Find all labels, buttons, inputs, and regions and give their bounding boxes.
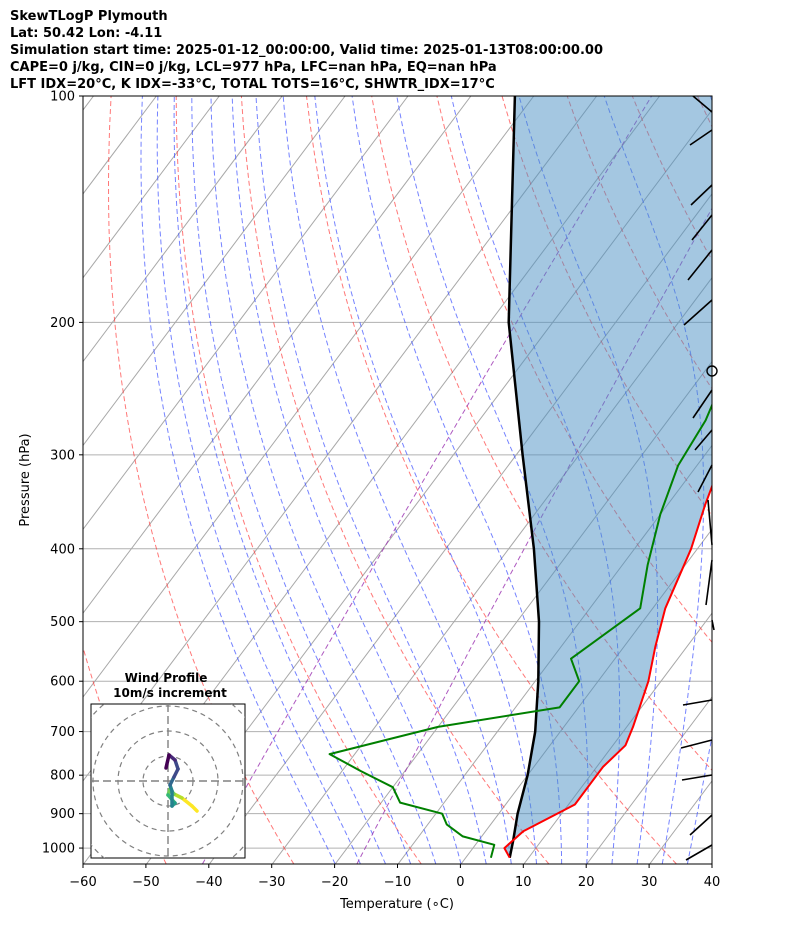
y-tick-label: 400 [50, 542, 75, 557]
x-tick-label: −30 [258, 875, 285, 890]
isotherm-line [713, 96, 794, 864]
isotherm-line [83, 96, 283, 363]
location-line: Lat: 50.42 Lon: -4.11 [10, 26, 163, 41]
wind-barb [680, 739, 713, 749]
axes: −60 −50 −40 −30 −20 −10 0 10 20 30 40 1000 900 800 700… [42, 90, 720, 891]
isotherm-line [83, 96, 346, 447]
dry-adiabat [240, 96, 550, 864]
moist-adiabat [282, 96, 512, 864]
moist-adiabat [314, 96, 537, 864]
hodograph-inset: Wind Profile 10m/s increment [90, 671, 246, 859]
mixing-ratio-line [356, 207, 712, 864]
moist-adiabat [738, 96, 794, 864]
moist-adiabat [173, 96, 386, 864]
y-tick-label: 200 [50, 316, 75, 331]
wind-barb [694, 429, 713, 451]
hodograph-subtitle: 10m/s increment [113, 686, 227, 700]
wind-barb [683, 299, 713, 326]
chart-header: SkewTLogP Plymouth Lat: 50.42 Lon: -4.11… [10, 8, 603, 93]
moist-adiabat [156, 96, 361, 864]
x-tick-label: 0 [456, 875, 464, 890]
time-line: Simulation start time: 2025-01-12_00:00:… [10, 43, 603, 58]
y-tick-label: 700 [50, 725, 75, 740]
x-axis-label: Temperature (∘C) [339, 897, 454, 912]
x-tick-label: 30 [641, 875, 658, 890]
dry-adiabat [107, 96, 295, 864]
wind-barb [692, 389, 713, 419]
x-tick-label: 40 [704, 875, 721, 890]
moist-adiabat [140, 96, 336, 864]
x-tick-label: 20 [578, 875, 595, 890]
wind-barb [685, 844, 713, 861]
temperature-line [503, 483, 712, 859]
moist-adiabat [396, 96, 589, 864]
x-tick-label: −40 [195, 875, 222, 890]
isotherm-line [83, 96, 472, 615]
parcel-path-line [507, 96, 541, 858]
y-tick-label: 600 [50, 675, 75, 690]
hodograph-segment [180, 796, 194, 808]
hodograph-title: Wind Profile [125, 671, 208, 685]
x-tick-label: −60 [69, 875, 96, 890]
moist-adiabat [255, 96, 487, 864]
y-tick-label: 1000 [42, 842, 75, 857]
wind-barb [681, 774, 713, 781]
y-tick-label: 300 [50, 448, 75, 463]
hodograph-segment [164, 753, 171, 770]
isotherm-line [83, 96, 535, 698]
moist-adiabat [713, 96, 794, 864]
x-tick-label: −10 [384, 875, 411, 890]
wind-barb [689, 814, 713, 836]
x-tick-label: 10 [515, 875, 532, 890]
isotherm-line [83, 96, 220, 279]
wind-barb [687, 249, 713, 281]
chart-title: SkewTLogP Plymouth [10, 9, 168, 24]
moist-adiabat [763, 96, 794, 864]
y-tick-label: 800 [50, 769, 75, 784]
isotherm-line [83, 96, 94, 111]
isotherm-line [83, 96, 409, 531]
wind-barb [682, 699, 713, 706]
y-tick-label: 900 [50, 807, 75, 822]
parcel-shading [504, 96, 712, 858]
moist-adiabat [210, 96, 437, 864]
wind-barb [692, 95, 713, 113]
wind-barb [707, 499, 713, 546]
moist-adiabat [191, 96, 412, 864]
indices-line-2: LFT IDX=20°C, K IDX=-33°C, TOTAL TOTS=16… [10, 77, 495, 92]
y-axis-label: Pressure (hPa) [18, 433, 33, 526]
wind-barb [691, 214, 713, 241]
wind-barb [689, 129, 713, 146]
x-tick-label: −50 [132, 875, 159, 890]
dry-adiabat [306, 96, 677, 864]
mixing-ratio-line [201, 96, 653, 864]
x-tick-label: −20 [321, 875, 348, 890]
wind-barb [697, 464, 713, 493]
y-tick-label: 100 [50, 90, 75, 105]
y-tick-label: 500 [50, 615, 75, 630]
dry-adiabat [763, 96, 794, 864]
dewpoint-line [328, 402, 712, 858]
moist-adiabat [231, 96, 462, 864]
wind-barb [690, 184, 713, 206]
wind-barb [705, 559, 713, 606]
indices-line-1: CAPE=0 j/kg, CIN=0 j/kg, LCL=977 hPa, LF… [10, 60, 497, 75]
profile-lines [328, 96, 712, 859]
